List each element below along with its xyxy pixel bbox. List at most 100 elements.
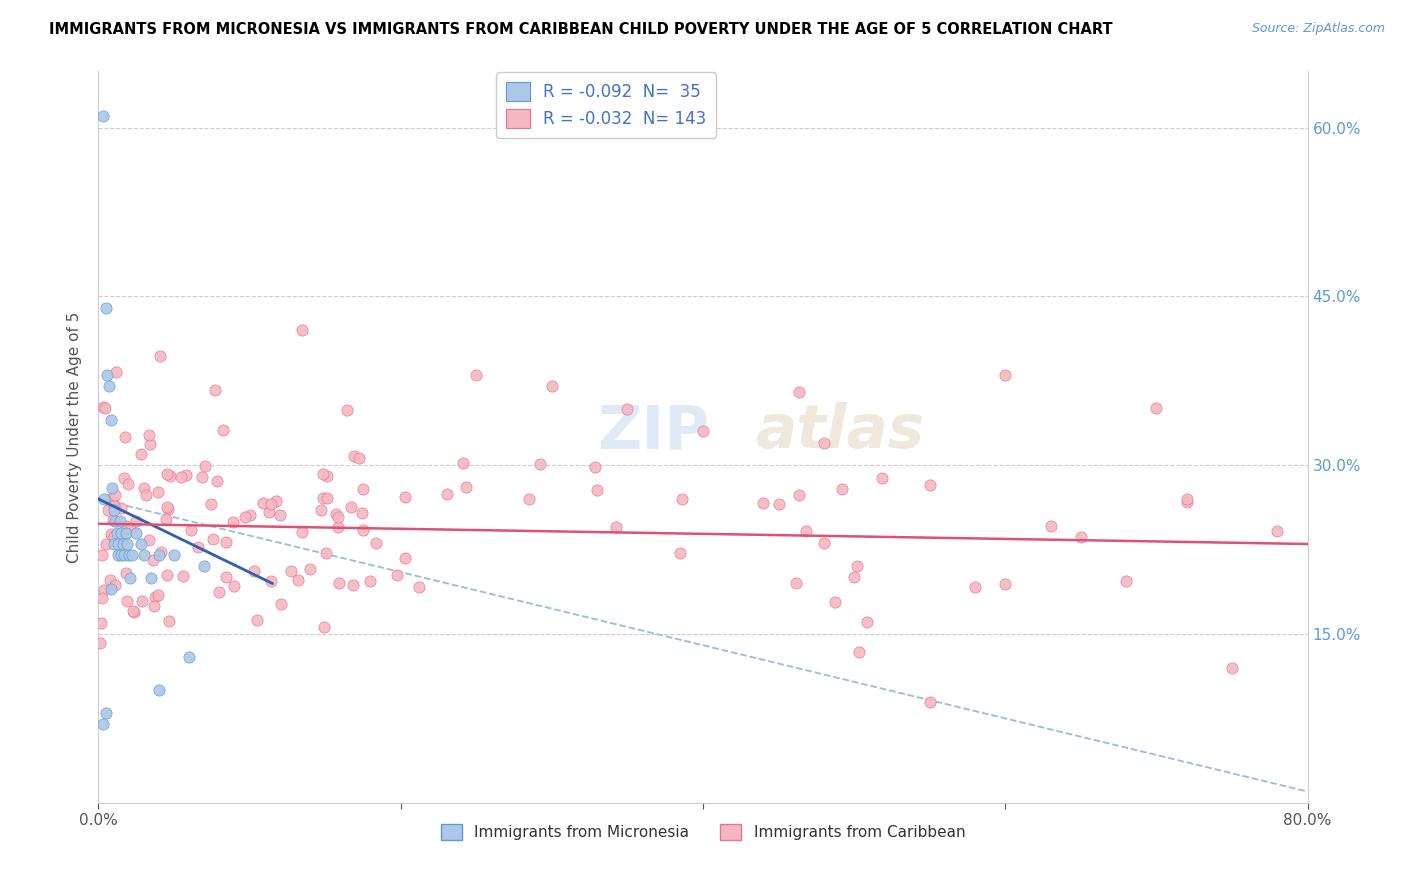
Point bbox=[1144, 401, 1167, 416]
Point bbox=[1039, 519, 1062, 533]
Point bbox=[352, 506, 374, 520]
Point bbox=[103, 503, 125, 517]
Point bbox=[291, 323, 314, 337]
Point bbox=[187, 540, 209, 554]
Point bbox=[269, 508, 291, 523]
Text: ZIP: ZIP bbox=[598, 402, 709, 461]
Point bbox=[104, 578, 127, 592]
Point bbox=[100, 491, 122, 506]
Point bbox=[115, 537, 138, 551]
Point bbox=[138, 533, 160, 547]
Point bbox=[156, 500, 179, 514]
Point bbox=[110, 548, 132, 562]
Point bbox=[394, 490, 416, 504]
Point bbox=[110, 501, 132, 516]
Point bbox=[114, 519, 136, 533]
Point bbox=[107, 548, 129, 562]
Point bbox=[1115, 574, 1137, 588]
Point bbox=[93, 582, 115, 597]
Point bbox=[142, 552, 165, 566]
Point bbox=[208, 585, 231, 599]
Point bbox=[669, 546, 692, 560]
Point bbox=[135, 488, 157, 502]
Point bbox=[142, 599, 165, 614]
Point bbox=[291, 524, 314, 539]
Point bbox=[129, 447, 152, 461]
Point bbox=[90, 591, 112, 605]
Point bbox=[342, 578, 364, 592]
Point bbox=[605, 520, 627, 534]
Point bbox=[117, 476, 139, 491]
Point bbox=[204, 383, 226, 397]
Point bbox=[124, 514, 146, 528]
Point bbox=[131, 593, 153, 607]
Point bbox=[994, 576, 1017, 591]
Y-axis label: Child Poverty Under the Age of 5: Child Poverty Under the Age of 5 bbox=[67, 311, 83, 563]
Point bbox=[315, 547, 337, 561]
Point bbox=[194, 458, 217, 473]
Point bbox=[239, 508, 262, 523]
Point bbox=[1175, 491, 1198, 506]
Point bbox=[215, 535, 238, 549]
Point bbox=[156, 467, 179, 481]
Point bbox=[436, 487, 458, 501]
Point bbox=[94, 401, 117, 416]
Point bbox=[252, 495, 274, 509]
Point bbox=[1267, 524, 1289, 539]
Point bbox=[149, 350, 172, 364]
Point bbox=[813, 435, 835, 450]
Point bbox=[100, 527, 122, 541]
Point bbox=[91, 717, 114, 731]
Point bbox=[156, 502, 179, 516]
Point bbox=[205, 475, 228, 489]
Point bbox=[202, 533, 225, 547]
Point bbox=[768, 497, 790, 511]
Point bbox=[359, 574, 381, 588]
Point bbox=[200, 497, 222, 511]
Point bbox=[103, 498, 125, 512]
Point bbox=[179, 649, 201, 664]
Point bbox=[366, 536, 388, 550]
Point bbox=[270, 597, 292, 611]
Point bbox=[122, 605, 145, 619]
Point bbox=[314, 620, 336, 634]
Point bbox=[312, 467, 335, 482]
Point bbox=[824, 595, 846, 609]
Point bbox=[280, 564, 302, 578]
Point bbox=[918, 477, 941, 491]
Point bbox=[163, 548, 186, 562]
Point bbox=[115, 566, 138, 580]
Point bbox=[325, 508, 347, 522]
Point bbox=[222, 515, 245, 529]
Point bbox=[1220, 660, 1243, 674]
Point bbox=[148, 485, 170, 500]
Point bbox=[193, 559, 215, 574]
Point bbox=[108, 515, 131, 529]
Point bbox=[540, 379, 562, 393]
Point bbox=[246, 613, 269, 627]
Point bbox=[105, 525, 128, 540]
Point bbox=[529, 457, 551, 471]
Point bbox=[918, 694, 941, 708]
Point bbox=[787, 488, 810, 502]
Point bbox=[671, 491, 693, 506]
Point bbox=[139, 436, 162, 450]
Point bbox=[260, 574, 283, 589]
Point bbox=[146, 589, 169, 603]
Point bbox=[585, 459, 607, 474]
Point bbox=[132, 548, 155, 562]
Point bbox=[215, 569, 238, 583]
Point bbox=[93, 491, 115, 506]
Point bbox=[134, 481, 156, 495]
Point bbox=[89, 635, 111, 649]
Point bbox=[347, 450, 370, 465]
Point bbox=[96, 537, 118, 551]
Point bbox=[517, 491, 540, 506]
Point bbox=[159, 469, 181, 483]
Point bbox=[408, 580, 430, 594]
Point bbox=[328, 520, 350, 534]
Point bbox=[845, 559, 868, 574]
Point bbox=[856, 615, 879, 629]
Point bbox=[1175, 495, 1198, 509]
Point bbox=[353, 483, 375, 497]
